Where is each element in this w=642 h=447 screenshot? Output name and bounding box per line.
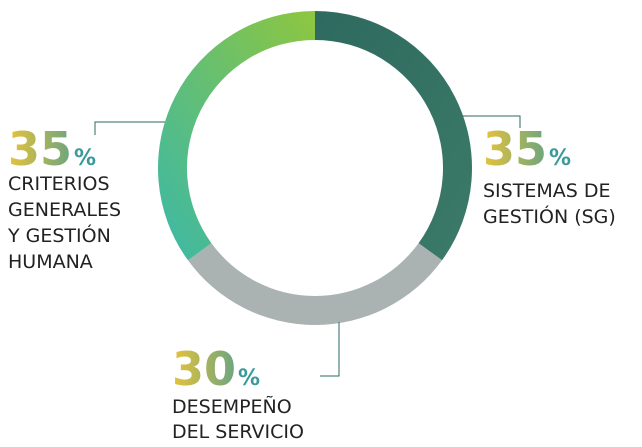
category-label: HUMANA — [8, 251, 93, 273]
percent-unit: % — [549, 146, 571, 171]
category-label: SISTEMAS DE — [483, 180, 610, 202]
category-label: GESTIÓN (SG) — [483, 204, 616, 228]
donut-segment — [187, 243, 443, 325]
category-label: Y GESTIÓN — [7, 223, 111, 247]
category-label: GENERALES — [8, 199, 121, 221]
percent-value: 30 — [172, 342, 236, 396]
leader-line — [320, 322, 340, 377]
percent-unit: % — [238, 366, 260, 391]
category-label: CRITERIOS — [8, 173, 110, 195]
category-label: DEL SERVICIO — [172, 421, 304, 443]
percent-label: 35% — [483, 122, 571, 176]
leader-line — [94, 121, 165, 135]
category-label: DESEMPEÑO — [172, 395, 292, 418]
percent-label: 30% — [172, 342, 260, 396]
percent-value: 35 — [483, 122, 547, 176]
leader-line — [462, 115, 521, 128]
donut-segment — [315, 11, 472, 261]
percent-label: 35% — [8, 122, 96, 176]
percent-value: 35 — [8, 122, 72, 176]
donut-segment — [158, 11, 315, 261]
percent-unit: % — [74, 146, 96, 171]
